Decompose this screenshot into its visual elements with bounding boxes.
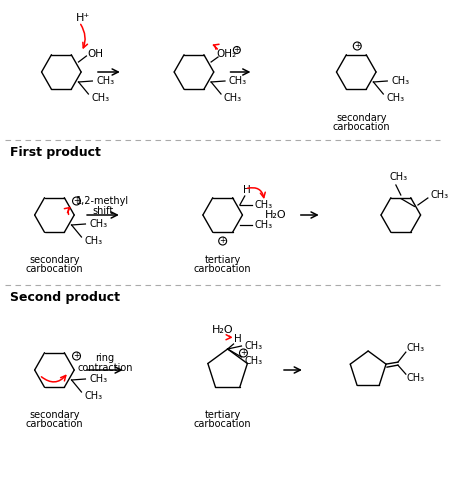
Text: CH₃: CH₃: [84, 236, 103, 246]
Text: CH₃: CH₃: [244, 341, 262, 351]
Text: CH₃: CH₃: [391, 76, 409, 86]
Text: CH₃: CH₃: [255, 220, 273, 230]
Text: carbocation: carbocation: [194, 419, 252, 429]
Text: carbocation: carbocation: [333, 122, 390, 132]
Text: carbocation: carbocation: [194, 264, 252, 274]
Text: CH₃: CH₃: [431, 190, 449, 200]
Text: secondary: secondary: [29, 255, 80, 265]
Text: CH₃: CH₃: [386, 93, 404, 103]
Text: secondary: secondary: [29, 410, 80, 420]
Text: CH₃: CH₃: [89, 219, 108, 229]
Text: CH₃: CH₃: [89, 374, 108, 384]
Text: CH₃: CH₃: [255, 200, 273, 210]
Text: CH₃: CH₃: [229, 76, 247, 86]
Text: H: H: [234, 334, 241, 344]
Text: OH₂: OH₂: [216, 49, 236, 59]
Text: ring: ring: [95, 353, 114, 363]
Text: CH₃: CH₃: [91, 93, 109, 103]
Text: H₂O: H₂O: [212, 325, 234, 335]
Text: contraction: contraction: [77, 363, 133, 373]
Text: H⁺: H⁺: [76, 13, 90, 23]
Text: shift: shift: [92, 206, 113, 216]
Text: secondary: secondary: [336, 113, 387, 123]
Text: tertiary: tertiary: [205, 410, 241, 420]
Text: CH₃: CH₃: [407, 373, 425, 383]
Text: +: +: [73, 351, 80, 360]
Text: CH₃: CH₃: [224, 93, 242, 103]
Text: +: +: [240, 348, 247, 357]
Text: CH₃: CH₃: [407, 343, 425, 353]
Text: tertiary: tertiary: [205, 255, 241, 265]
Text: carbocation: carbocation: [26, 419, 83, 429]
Text: CH₃: CH₃: [96, 76, 114, 86]
Text: +: +: [234, 45, 240, 54]
Text: carbocation: carbocation: [26, 264, 83, 274]
Text: OH: OH: [87, 49, 104, 59]
Text: H₂O: H₂O: [266, 210, 287, 220]
Text: H: H: [243, 185, 251, 195]
Text: CH₃: CH₃: [390, 172, 408, 182]
Text: 1,2-methyl: 1,2-methyl: [76, 196, 130, 206]
Text: CH₃: CH₃: [84, 391, 103, 401]
Text: CH₃: CH₃: [244, 356, 262, 366]
Text: +: +: [354, 41, 360, 50]
Text: First product: First product: [10, 145, 101, 159]
Text: Second product: Second product: [10, 291, 120, 304]
Text: +: +: [73, 196, 80, 205]
Text: +: +: [220, 236, 226, 245]
